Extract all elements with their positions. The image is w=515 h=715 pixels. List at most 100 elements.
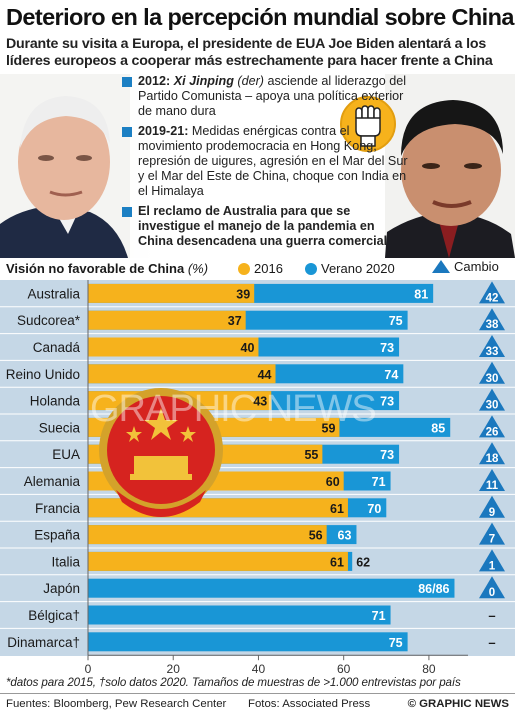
change-triangle	[479, 469, 505, 491]
timeline: 2012: Xi Jinping (der) asciende al lider…	[122, 74, 412, 253]
legend-2016: 2016	[238, 261, 283, 276]
category-label: Reino Unido	[6, 367, 80, 382]
bar-2020	[88, 632, 408, 652]
xi-portrait	[385, 74, 515, 258]
data-label-2016: 44	[258, 368, 272, 382]
timeline-year: 2012:	[138, 74, 171, 88]
category-label: Suecia	[39, 420, 81, 435]
category-label: Holanda	[30, 394, 81, 409]
footnote: *datos para 2015, †solo datos 2020. Tama…	[6, 676, 461, 689]
data-label-2020: 71	[372, 609, 386, 623]
change-triangle	[479, 415, 505, 438]
data-label-2020: 73	[380, 448, 394, 462]
bar-2016	[88, 310, 246, 330]
timeline-marker	[122, 126, 132, 137]
bar-2016	[88, 525, 327, 545]
legend-change-triangle-icon	[432, 260, 450, 273]
legend-2020-swatch	[305, 262, 317, 275]
data-label-2016: 40	[241, 341, 255, 355]
change-triangle	[479, 308, 505, 331]
change-value: 42	[486, 292, 499, 304]
data-label-2020: 63	[338, 529, 352, 543]
change-triangle	[479, 576, 505, 599]
change-value: 26	[486, 426, 499, 438]
timeline-item: 2019-21: Medidas enérgicas contra el mov…	[122, 124, 412, 200]
biden-portrait	[0, 74, 130, 258]
bar-2016	[88, 337, 259, 357]
legend-2020-label: Verano 2020	[321, 261, 395, 276]
data-label-2016: 59	[322, 421, 336, 435]
change-triangle	[479, 495, 505, 518]
category-label: Canadá	[33, 340, 81, 355]
change-value: 33	[486, 346, 499, 358]
data-label-2016: 61	[330, 502, 344, 516]
change-value: 1	[489, 560, 496, 572]
bar-2020	[88, 605, 391, 625]
change-value: 38	[486, 319, 499, 331]
bar-2016	[88, 364, 276, 384]
change-value: 11	[486, 480, 499, 492]
legend-change-label: Cambio	[454, 259, 499, 274]
page-subtitle: Durante su visita a Europa, el president…	[6, 36, 493, 69]
data-label-2020: 75	[389, 636, 403, 650]
data-label-2020: 73	[380, 395, 394, 409]
change-triangle	[479, 388, 505, 411]
change-value: 7	[489, 534, 495, 546]
chart-title: Visión no favorable de China (%)	[6, 261, 209, 276]
x-tick-label: 0	[85, 662, 92, 676]
category-label: EUA	[52, 447, 80, 462]
category-label: Australia	[27, 286, 80, 301]
bar-2020	[88, 578, 455, 598]
data-label-2020: 81	[414, 287, 428, 301]
category-label: Alemania	[24, 474, 81, 489]
change-triangle	[479, 442, 505, 465]
page-title: Deterioro en la percepción mundial sobre…	[6, 4, 514, 30]
change-value: 0	[489, 587, 495, 599]
timeline-year: 2019-21:	[138, 123, 189, 138]
bar-2016	[88, 283, 255, 303]
x-tick-label: 60	[337, 662, 351, 676]
photo-band	[0, 74, 515, 258]
footer: Fuentes: Bloomberg, Pew Research Center …	[0, 693, 515, 715]
timeline-note: (der)	[237, 74, 264, 88]
footer-sources: Fuentes: Bloomberg, Pew Research Center	[6, 698, 227, 710]
footer-photos: Fotos: Associated Press	[248, 698, 371, 710]
timeline-text: Medidas enérgicas contra el movimiento p…	[138, 123, 408, 199]
x-tick-label: 40	[252, 662, 266, 676]
change-value: 30	[486, 400, 499, 412]
timeline-marker	[122, 206, 132, 217]
china-emblem-icon	[99, 388, 223, 517]
change-value: 9	[489, 507, 495, 519]
change-triangle	[479, 361, 505, 384]
footer-brand: © GRAPHIC NEWS	[407, 698, 509, 710]
data-label-2016: 39	[236, 287, 250, 301]
change-triangle	[479, 522, 505, 545]
x-tick-label: 20	[167, 662, 181, 676]
category-label: Sudcorea*	[17, 313, 81, 328]
data-label-2020: 71	[372, 475, 386, 489]
category-label: Japón	[43, 581, 80, 596]
category-label: Dinamarca†	[7, 635, 80, 650]
timeline-lead: Xi Jinping	[173, 74, 234, 88]
data-label-2020: 62	[356, 555, 370, 569]
legend-2020: Verano 2020	[305, 261, 395, 276]
data-label-2020: 86/86	[418, 582, 449, 596]
timeline-marker	[122, 77, 132, 87]
data-label-2016: 60	[326, 475, 340, 489]
category-label: Francia	[35, 501, 81, 516]
legend-change: Cambio	[432, 259, 499, 274]
timeline-item: El reclamo de Australia para que se inve…	[122, 204, 412, 250]
data-label-2016: 56	[309, 529, 323, 543]
data-label-2020: 73	[380, 341, 394, 355]
change-triangle	[479, 281, 505, 304]
category-label: Bélgica†	[28, 608, 80, 623]
category-label: España	[34, 528, 80, 543]
data-label-2016: 43	[253, 395, 267, 409]
bar-2016	[88, 551, 348, 571]
data-label-2016: 61	[330, 555, 344, 569]
data-label-2016: 37	[228, 314, 242, 328]
chart-unit: (%)	[187, 261, 209, 276]
x-tick-label: 80	[422, 662, 436, 676]
raised-fist-icon	[340, 96, 396, 152]
legend-2016-swatch	[238, 262, 250, 275]
